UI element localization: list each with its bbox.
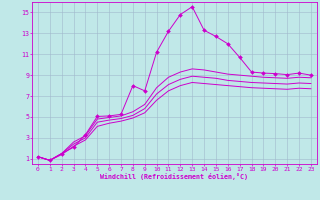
X-axis label: Windchill (Refroidissement éolien,°C): Windchill (Refroidissement éolien,°C) [100,173,248,180]
